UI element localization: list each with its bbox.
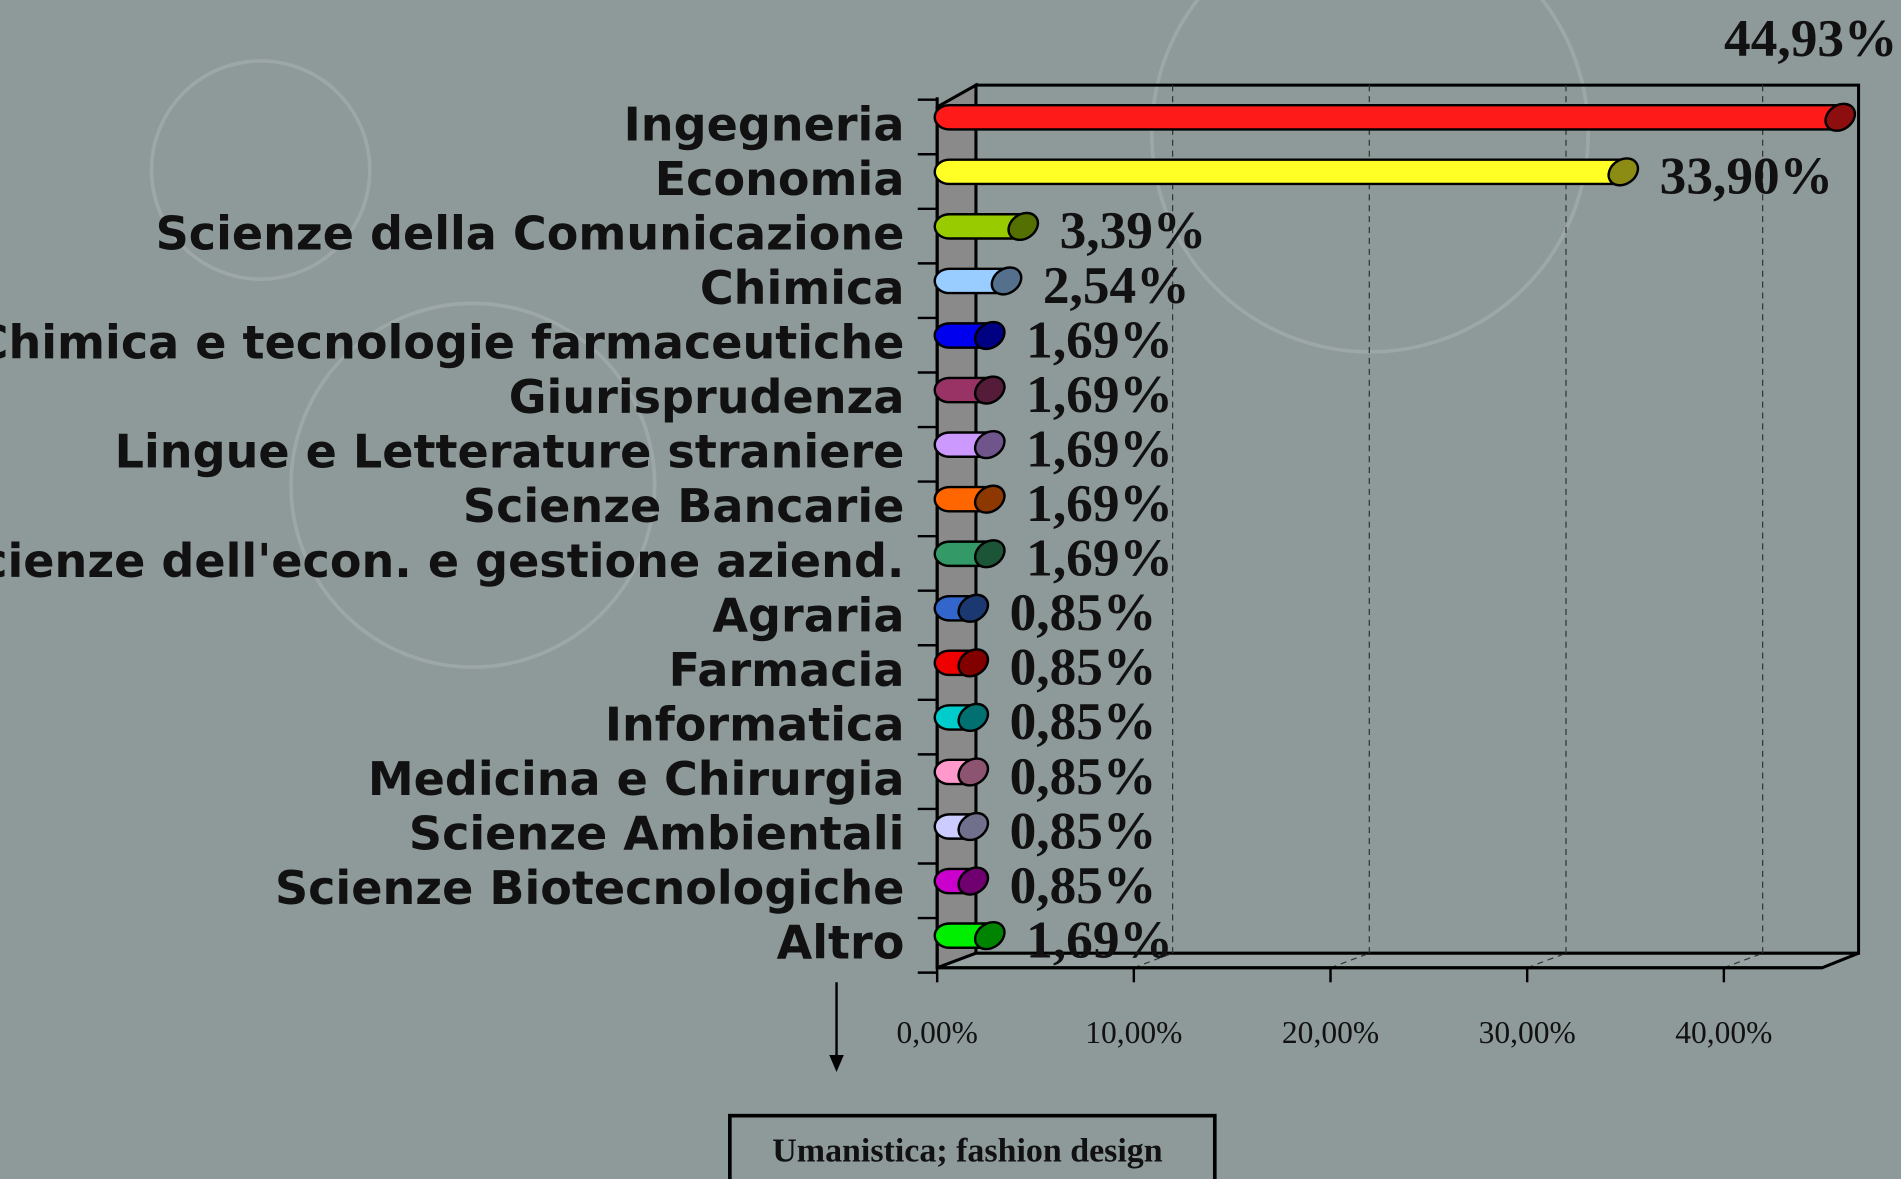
bar-cap bbox=[973, 539, 1006, 569]
value-label: 1,69% bbox=[1026, 909, 1173, 969]
bar-cap bbox=[973, 429, 1006, 460]
value-label: 33,90% bbox=[1660, 146, 1833, 206]
value-label: 2,54% bbox=[1043, 255, 1190, 315]
x-tick-label: 0,00% bbox=[896, 1015, 977, 1050]
bar-body bbox=[933, 103, 1842, 131]
background-decoration bbox=[149, 0, 1590, 669]
value-label: 44,93% bbox=[1724, 8, 1897, 68]
annotation: Umanistica; fashion design bbox=[772, 1133, 1162, 1170]
bar bbox=[933, 375, 1006, 405]
grid-line-floor bbox=[1133, 952, 1173, 969]
bar-cap bbox=[973, 320, 1006, 351]
x-tick-label: 20,00% bbox=[1282, 1015, 1379, 1050]
bar bbox=[933, 757, 990, 787]
category-label: Farmacia bbox=[669, 643, 905, 697]
bar bbox=[933, 648, 990, 678]
bar bbox=[933, 266, 1023, 296]
category-label: Ingegneria bbox=[624, 97, 905, 151]
x-tick-label: 40,00% bbox=[1675, 1015, 1772, 1050]
value-label: 0,85% bbox=[1010, 637, 1157, 697]
bar bbox=[933, 920, 1006, 951]
category-label: Chimica bbox=[700, 261, 905, 315]
bar-cap bbox=[973, 920, 1006, 951]
annotation-box bbox=[728, 1113, 1217, 1179]
category-label: Scienze della Comunicazione bbox=[156, 206, 905, 260]
bar bbox=[933, 102, 1857, 132]
bar-cap bbox=[973, 375, 1006, 405]
bar-cap bbox=[990, 266, 1023, 296]
value-label: 1,69% bbox=[1026, 418, 1173, 478]
bar bbox=[933, 811, 990, 842]
value-label: 0,85% bbox=[1010, 582, 1157, 642]
bar-cap bbox=[1824, 102, 1857, 132]
category-label: Medicina e Chirurgia bbox=[368, 752, 905, 806]
bar-cap bbox=[973, 484, 1006, 514]
grid-line-floor bbox=[1330, 952, 1370, 969]
bar-cap bbox=[1007, 211, 1040, 242]
category-label: Scienze Ambientali bbox=[409, 807, 905, 861]
bar-cap bbox=[957, 593, 990, 623]
value-label: 1,69% bbox=[1026, 364, 1173, 424]
category-label: Agraria bbox=[712, 588, 904, 642]
bar-cap bbox=[957, 702, 990, 733]
category-label: Scienze Bancarie bbox=[463, 479, 905, 533]
bar-cap bbox=[957, 648, 990, 678]
category-label: Lingue e Letterature straniere bbox=[115, 425, 905, 479]
value-label: 1,69% bbox=[1026, 309, 1173, 369]
value-label: 0,85% bbox=[1010, 855, 1157, 915]
bar-cap bbox=[957, 757, 990, 787]
bar bbox=[933, 702, 990, 733]
x-tick-label: 10,00% bbox=[1085, 1015, 1182, 1050]
value-label: 0,85% bbox=[1010, 691, 1157, 751]
bar bbox=[933, 593, 990, 623]
bar-body bbox=[933, 158, 1625, 186]
bar-cap bbox=[957, 811, 990, 842]
value-label: 1,69% bbox=[1026, 473, 1173, 533]
category-label: Altro bbox=[777, 916, 905, 970]
bar bbox=[933, 484, 1006, 514]
bar-body bbox=[933, 213, 1025, 240]
grid-line-floor bbox=[1526, 952, 1567, 969]
category-label: Giurisprudenza bbox=[509, 370, 905, 424]
x-tick-label: 30,00% bbox=[1479, 1015, 1576, 1050]
value-label: 1,69% bbox=[1026, 528, 1173, 588]
category-label: Economia bbox=[655, 152, 905, 206]
bar-body bbox=[933, 267, 1008, 295]
category-label: Informatica bbox=[605, 697, 905, 751]
value-label: 0,85% bbox=[1010, 800, 1157, 860]
value-label: 0,85% bbox=[1010, 746, 1157, 806]
bar-cap bbox=[1607, 157, 1640, 187]
bar-cap bbox=[957, 866, 990, 896]
bar bbox=[933, 211, 1040, 242]
category-label: Chimica e tecnologie farmaceutiche bbox=[0, 316, 904, 370]
bar bbox=[933, 157, 1640, 187]
bar bbox=[933, 539, 1006, 569]
bar bbox=[933, 320, 1006, 351]
grid-line-floor bbox=[1723, 952, 1763, 969]
bar bbox=[933, 866, 990, 896]
category-label: Scienze Biotecnologiche bbox=[275, 861, 904, 915]
bar bbox=[933, 429, 1006, 460]
value-label: 3,39% bbox=[1060, 200, 1207, 260]
category-label: Scienze dell'econ. e gestione aziend. bbox=[0, 534, 904, 588]
arrow-head bbox=[829, 1055, 844, 1073]
